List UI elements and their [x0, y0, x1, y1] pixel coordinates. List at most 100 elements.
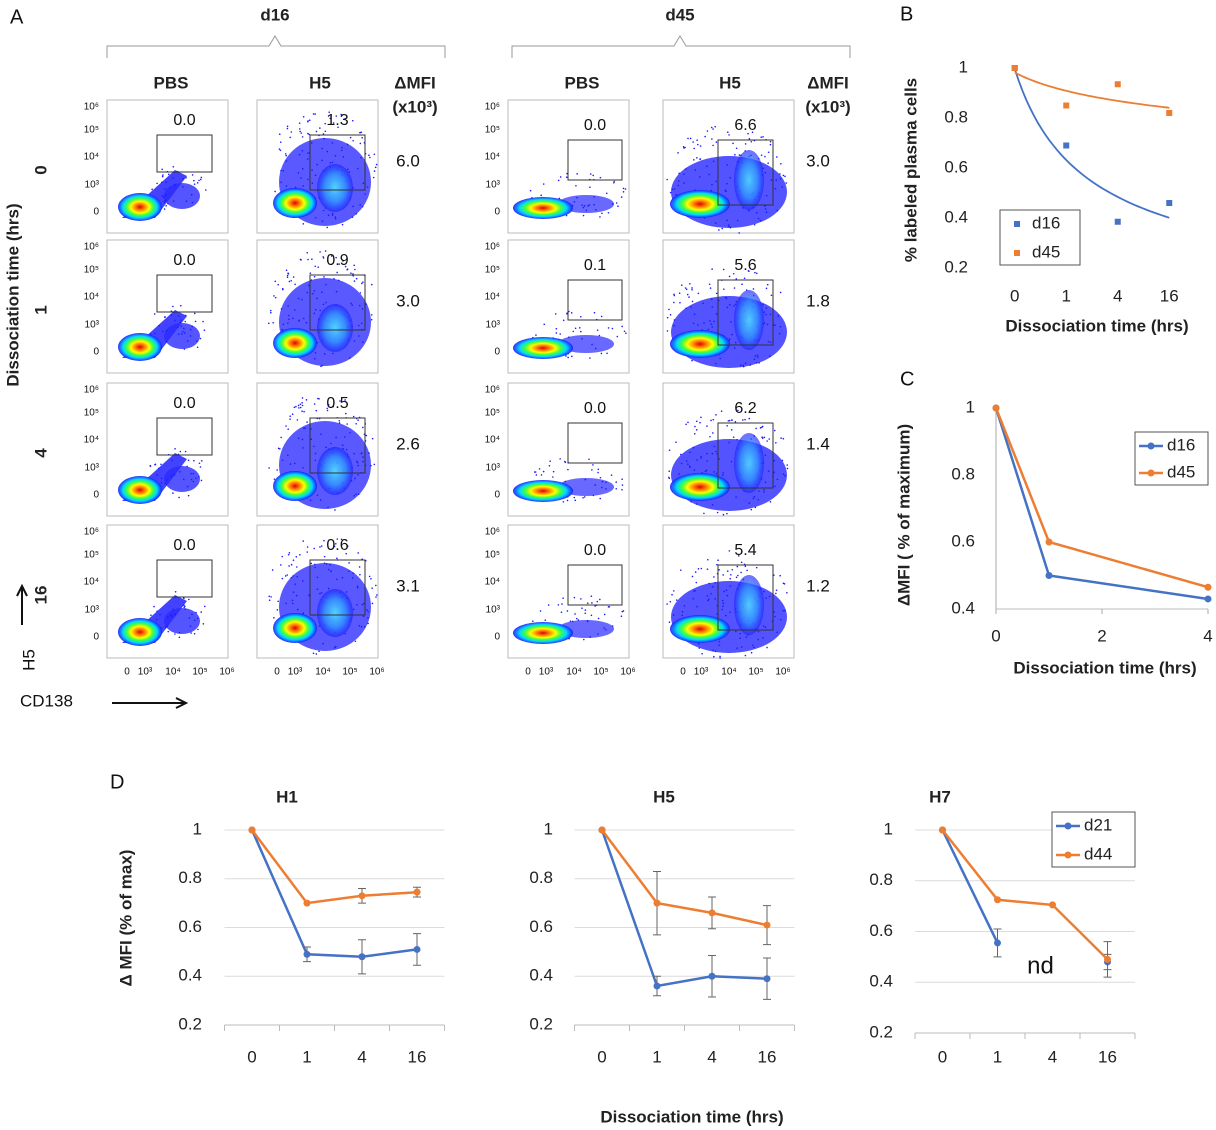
- event-dot: [173, 473, 176, 476]
- event-dot: [332, 352, 334, 355]
- event-dot: [297, 172, 300, 174]
- event-dot: [672, 614, 675, 616]
- event-dot: [713, 576, 715, 578]
- event-dot: [669, 600, 672, 603]
- event-dot: [268, 599, 271, 601]
- trendline: [1013, 68, 1170, 219]
- group-label: d16: [260, 5, 289, 24]
- point: [358, 892, 366, 900]
- event-dot: [761, 436, 763, 439]
- event-dot: [757, 356, 759, 359]
- event-dot: [285, 269, 288, 272]
- event-dot: [690, 500, 692, 503]
- event-dot: [155, 618, 158, 621]
- density-core: [118, 618, 162, 646]
- event-dot: [722, 605, 724, 607]
- event-dot: [566, 313, 568, 315]
- density-core: [273, 188, 317, 218]
- event-dot: [355, 422, 357, 425]
- event-dot: [319, 127, 321, 129]
- gate-value: 0.0: [173, 395, 195, 412]
- flow-plot: [256, 99, 379, 234]
- event-dot: [562, 597, 564, 599]
- event-dot: [698, 176, 701, 178]
- x-tick-label: 10⁶: [219, 667, 234, 678]
- event-dot: [301, 397, 304, 399]
- event-dot: [535, 474, 538, 476]
- event-dot: [710, 323, 713, 325]
- y-tick-label: 10⁶: [84, 385, 99, 396]
- event-dot: [571, 620, 574, 623]
- y-tick-label: 0.4: [178, 966, 202, 985]
- y-tick-label: 10⁵: [84, 550, 99, 561]
- event-dot: [734, 153, 736, 156]
- event-dot: [289, 463, 292, 465]
- event-dot: [700, 416, 702, 419]
- event-dot: [784, 609, 786, 612]
- event-dot: [677, 184, 679, 187]
- event-dot: [786, 592, 788, 594]
- y-tick-label: 10⁶: [485, 527, 500, 538]
- event-dot: [755, 566, 758, 569]
- event-dot: [346, 545, 349, 547]
- event-dot: [374, 166, 377, 169]
- event-dot: [160, 477, 163, 480]
- event-dot: [287, 305, 289, 307]
- event-dot: [710, 419, 712, 422]
- event-dot: [164, 626, 167, 629]
- event-dot: [715, 472, 718, 475]
- event-dot: [773, 429, 776, 432]
- event-dot: [742, 365, 745, 368]
- event-dot: [675, 441, 677, 443]
- event-dot: [277, 283, 280, 286]
- event-dot: [279, 149, 282, 152]
- event-dot: [314, 459, 317, 462]
- event-dot: [589, 636, 591, 638]
- event-dot: [183, 332, 186, 334]
- y-channel: H5: [19, 649, 38, 671]
- event-dot: [673, 324, 675, 327]
- point: [413, 888, 421, 896]
- event-dot: [279, 448, 281, 450]
- event-dot: [721, 608, 723, 611]
- event-dot: [162, 196, 165, 199]
- event-dot: [621, 610, 624, 613]
- event-dot: [346, 168, 349, 171]
- event-dot: [764, 626, 767, 629]
- event-dot: [718, 458, 720, 460]
- event-dot: [325, 301, 327, 304]
- event-dot: [299, 554, 301, 556]
- event-dot: [776, 478, 779, 481]
- event-dot: [691, 287, 693, 289]
- event-dot: [696, 157, 698, 159]
- event-dot: [594, 484, 597, 486]
- event-dot: [699, 158, 701, 161]
- row-axis-label: Dissociation time (hrs): [3, 203, 22, 386]
- event-dot: [172, 165, 175, 168]
- event-dot: [203, 329, 206, 332]
- event-dot: [780, 162, 782, 165]
- event-dot: [575, 617, 578, 620]
- event-dot: [339, 400, 341, 402]
- event-dot: [286, 125, 289, 128]
- event-dot: [370, 314, 373, 316]
- event-dot: [193, 183, 196, 185]
- event-dot: [338, 422, 341, 424]
- event-dot: [326, 150, 329, 153]
- density-core: [118, 333, 162, 361]
- event-dot: [561, 603, 563, 605]
- event-dot: [153, 313, 156, 315]
- legend-marker: [1147, 442, 1155, 450]
- event-dot: [730, 573, 732, 576]
- event-dot: [763, 322, 766, 324]
- event-dot: [191, 613, 193, 616]
- event-dot: [344, 436, 346, 438]
- event-dot: [287, 314, 290, 317]
- event-dot: [356, 461, 359, 464]
- event-dot: [703, 322, 705, 324]
- x-channel: CD138: [20, 691, 73, 710]
- event-dot: [679, 569, 682, 571]
- arrow: [112, 697, 189, 709]
- event-dot: [752, 497, 755, 500]
- legend-box: [1134, 431, 1209, 486]
